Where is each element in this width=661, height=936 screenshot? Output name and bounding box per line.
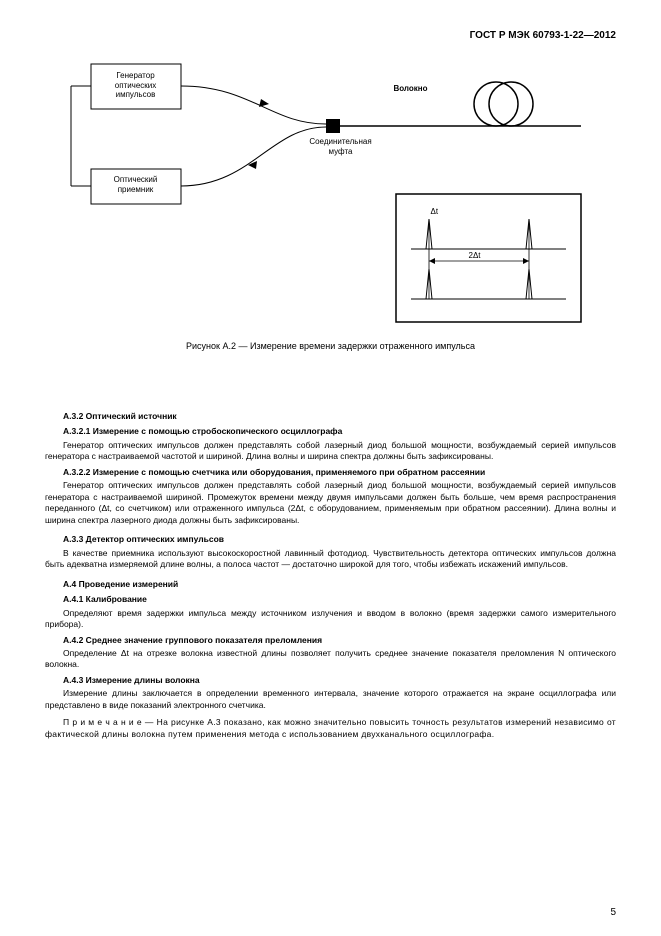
- doc-id: ГОСТ Р МЭК 60793-1-22—2012: [45, 30, 616, 41]
- heading-a322: А.3.2.2 Измерение с помощью счетчика или…: [45, 467, 616, 478]
- para-a33: В качестве приемника используют высокоск…: [45, 548, 616, 571]
- para-a42: Определение Δt на отрезке волокна извест…: [45, 648, 616, 671]
- two-delta-t-label: 2Δt: [469, 251, 481, 261]
- heading-a42: А.4.2 Среднее значение группового показа…: [45, 635, 616, 646]
- para-a43: Измерение длины заключается в определени…: [45, 688, 616, 711]
- coupler-label: Соединительнаямуфта: [301, 137, 381, 156]
- page-number: 5: [610, 907, 616, 918]
- body-text: А.3.2 Оптический источник А.3.2.1 Измере…: [45, 411, 616, 740]
- para-a322: Генератор оптических импульсов должен пр…: [45, 480, 616, 526]
- delta-t-label: Δt: [431, 207, 439, 217]
- heading-a4: А.4 Проведение измерений: [45, 579, 616, 590]
- page: ГОСТ Р МЭК 60793-1-22—2012: [0, 0, 661, 936]
- heading-a43: А.4.3 Измерение длины волокна: [45, 675, 616, 686]
- para-a321: Генератор оптических импульсов должен пр…: [45, 440, 616, 463]
- note: П р и м е ч а н и е — На рисунке А.3 пок…: [45, 717, 616, 740]
- figure-caption: Рисунок А.2 — Измерение времени задержки…: [45, 341, 616, 351]
- fiber-label: Волокно: [381, 84, 441, 94]
- block-generator-label: Генератороптическихимпульсов: [99, 71, 173, 100]
- heading-a33: А.3.3 Детектор оптических импульсов: [45, 534, 616, 545]
- para-a41: Определяют время задержки импульса между…: [45, 608, 616, 631]
- block-receiver-label: Оптическийприемник: [99, 175, 173, 194]
- heading-a321: А.3.2.1 Измерение с помощью стробоскопич…: [45, 426, 616, 437]
- figure-diagram: Генератороптическихимпульсов Оптическийп…: [51, 49, 611, 329]
- heading-a32: А.3.2 Оптический источник: [45, 411, 616, 422]
- heading-a41: А.4.1 Калибрование: [45, 594, 616, 605]
